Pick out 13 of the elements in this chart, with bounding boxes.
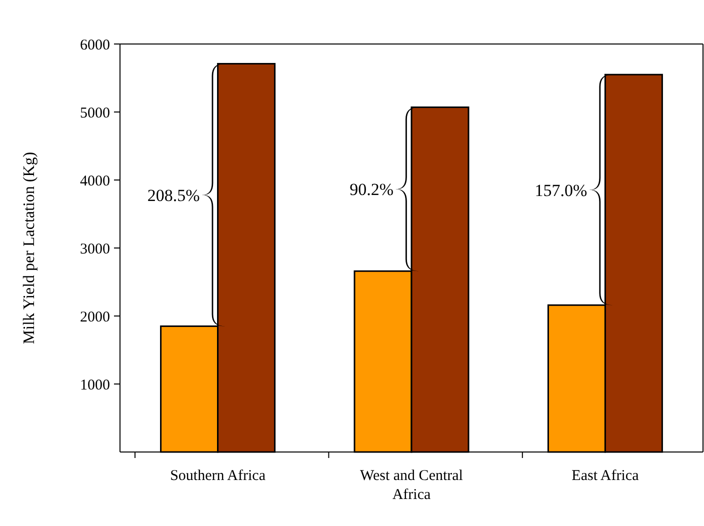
y-tick-label: 1000	[80, 377, 110, 394]
y-tick-label: 4000	[80, 173, 110, 190]
y-tick-label: 6000	[80, 37, 110, 54]
y-tick-label: 5000	[80, 105, 110, 122]
x-tick-label: Southern Africa	[170, 468, 266, 484]
y-axis-title: Milk Yield per Lactation (Kg)	[21, 152, 38, 344]
annotation: 90.2%	[350, 180, 394, 200]
x-tick-label: East Africa	[572, 468, 640, 484]
annotation: 208.5%	[147, 186, 200, 205]
annotation: 157.0%	[534, 180, 588, 200]
y-tick-label: 3000	[80, 241, 110, 258]
x-tick-label: West and Central Africa	[360, 468, 463, 503]
y-tick-label: 2000	[80, 309, 110, 326]
